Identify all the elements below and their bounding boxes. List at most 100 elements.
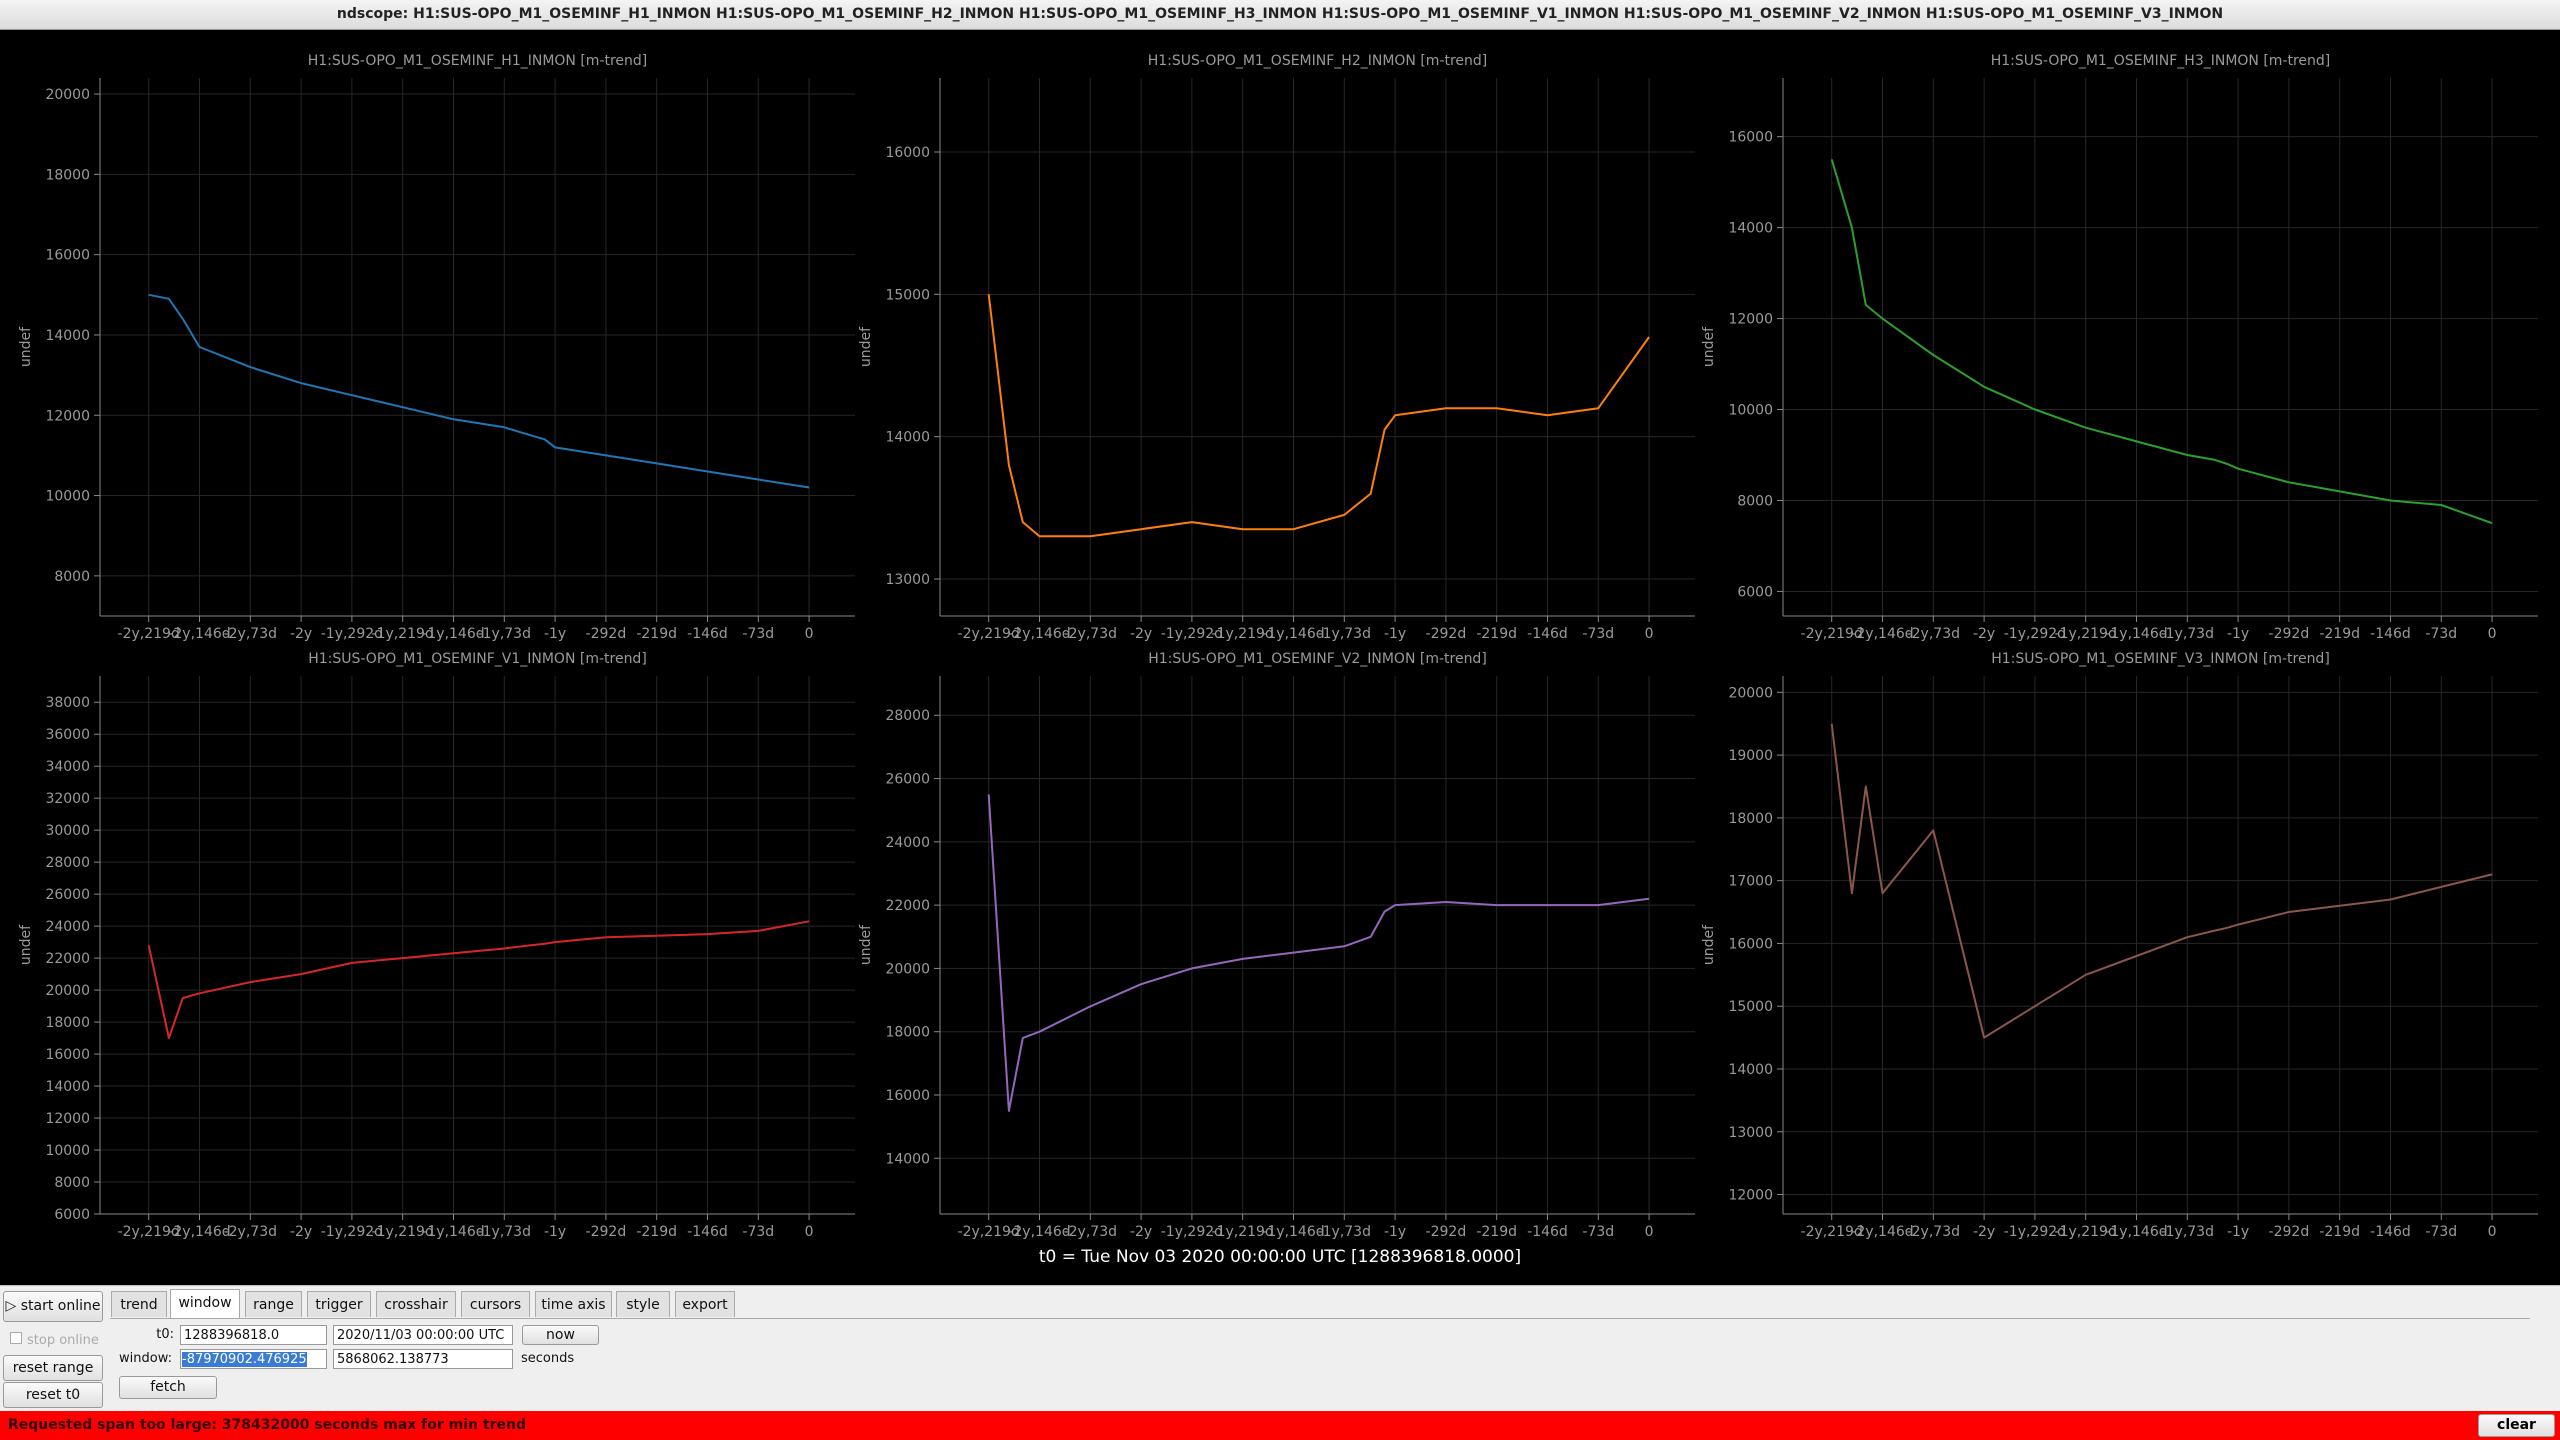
y-tick-label: 6000 (1737, 584, 1773, 600)
fetch-button[interactable]: fetch (119, 1376, 217, 1399)
x-tick-label: -73d (742, 626, 774, 642)
x-tick-label: 0 (2488, 1224, 2497, 1240)
y-tick-label: 10000 (1728, 403, 1773, 419)
y-tick-label: 14000 (1728, 221, 1773, 237)
x-tick-label: 0 (805, 626, 814, 642)
x-tick-label: -1y,73d (1318, 1224, 1371, 1240)
x-tick-label: -2y (290, 1224, 312, 1240)
x-tick-label: 0 (1645, 1224, 1654, 1240)
data-line (147, 920, 810, 1040)
reset-t0-button[interactable]: reset t0 (3, 1382, 103, 1408)
start-online-button[interactable]: ▷ start online (3, 1291, 103, 1322)
x-tick-label: -219d (1476, 626, 1517, 642)
tab[interactable]: window (170, 1289, 240, 1318)
window-label: window: (119, 1351, 172, 1366)
start-online-label: start online (20, 1298, 101, 1314)
tab[interactable]: crosshair (376, 1291, 456, 1317)
x-tick-label: -1y,73d (478, 1224, 531, 1240)
plot-area: t0 = Tue Nov 03 2020 00:00:00 UTC [12883… (0, 30, 2560, 1285)
tab[interactable]: style (616, 1291, 670, 1317)
x-tick-label: -2y,73d (1907, 1224, 1960, 1240)
x-tick-label: -1y,292d (321, 1224, 383, 1240)
y-tick-label: 15000 (1728, 999, 1773, 1015)
x-tick-label: -2y,73d (1064, 626, 1117, 642)
y-tick-label: 24000 (45, 919, 90, 935)
x-tick-label: 0 (1645, 626, 1654, 642)
tab-divider (110, 1318, 2530, 1319)
x-tick-label: -2y (1973, 1224, 1995, 1240)
tab[interactable]: time axis (535, 1291, 612, 1317)
x-tick-label: -2y (1130, 626, 1152, 642)
t0-utc-input[interactable]: 2020/11/03 00:00:00 UTC (333, 1325, 513, 1345)
x-tick-label: -292d (2269, 1224, 2310, 1240)
window-title: ndscope: H1:SUS-OPO_M1_OSEMINF_H1_INMON … (0, 0, 2560, 30)
plot-title: H1:SUS-OPO_M1_OSEMINF_V2_INMON [m-trend] (1148, 651, 1487, 667)
y-tick-label: 14000 (45, 1079, 90, 1095)
t0-gps-input[interactable]: 1288396818.0 (180, 1325, 327, 1345)
tab[interactable]: trigger (307, 1291, 371, 1317)
stop-online-label: stop online (27, 1333, 99, 1348)
x-tick-label: -2y,73d (1907, 626, 1960, 642)
window-start-input[interactable]: -87970902.476925 (180, 1349, 327, 1369)
y-tick-label: 16000 (45, 248, 90, 264)
x-tick-label: -1y,146d (422, 1224, 484, 1240)
y-tick-label: 22000 (885, 898, 930, 914)
y-tick-label: 12000 (45, 408, 90, 424)
y-axis-label: undef (858, 924, 874, 965)
y-axis-label: undef (1701, 924, 1717, 965)
reset-range-button[interactable]: reset range (3, 1355, 103, 1381)
y-tick-label: 12000 (1728, 1188, 1773, 1204)
plot-title: H1:SUS-OPO_M1_OSEMINF_H3_INMON [m-trend] (1991, 53, 2331, 69)
clear-button[interactable]: clear (2478, 1414, 2555, 1437)
tab[interactable]: export (675, 1291, 735, 1317)
window-unit: seconds (521, 1351, 575, 1366)
plot-title: H1:SUS-OPO_M1_OSEMINF_H1_INMON [m-trend] (308, 53, 648, 69)
x-tick-label: -2y,73d (224, 626, 277, 642)
stop-online-checkbox[interactable]: stop online (10, 1331, 99, 1351)
tab[interactable]: range (245, 1291, 302, 1317)
plot-title: H1:SUS-OPO_M1_OSEMINF_V3_INMON [m-trend] (1991, 651, 2330, 667)
x-tick-label: -2y,219d (118, 1224, 180, 1240)
x-tick-label: -2y,219d (1801, 1224, 1863, 1240)
y-tick-label: 28000 (45, 855, 90, 871)
x-tick-label: -292d (1426, 1224, 1467, 1240)
x-tick-label: -1y,219d (2055, 1224, 2117, 1240)
now-button[interactable]: now (522, 1325, 599, 1345)
tab[interactable]: cursors (461, 1291, 530, 1317)
window-end-input[interactable]: 5868062.138773 (333, 1349, 513, 1369)
x-tick-label: -1y (544, 626, 566, 642)
x-tick-label: -1y,73d (2161, 1224, 2214, 1240)
y-tick-label: 16000 (1728, 130, 1773, 146)
y-tick-label: 36000 (45, 727, 90, 743)
control-panel: ▷ start online stop online reset range r… (0, 1285, 2560, 1412)
y-tick-label: 10000 (45, 489, 90, 505)
tab[interactable]: trend (111, 1291, 167, 1317)
x-tick-label: -1y (1384, 626, 1406, 642)
y-tick-label: 18000 (45, 1015, 90, 1031)
x-tick-label: -292d (2269, 626, 2310, 642)
x-tick-label: -1y,73d (2161, 626, 2214, 642)
y-tick-label: 8000 (1737, 493, 1773, 509)
x-tick-label: -1y,219d (2055, 626, 2117, 642)
x-tick-label: -2y (290, 626, 312, 642)
y-tick-label: 16000 (45, 1047, 90, 1063)
t0-display: t0 = Tue Nov 03 2020 00:00:00 UTC [12883… (1039, 1247, 1521, 1267)
x-tick-label: -1y,219d (1212, 626, 1274, 642)
y-tick-label: 16000 (1728, 936, 1773, 952)
x-tick-label: -1y,219d (372, 626, 434, 642)
x-tick-label: -2y,146d (1008, 1224, 1070, 1240)
x-tick-label: -1y,146d (422, 626, 484, 642)
x-tick-label: -73d (2425, 1224, 2457, 1240)
x-tick-label: -1y,146d (1262, 626, 1324, 642)
y-tick-label: 8000 (54, 1175, 90, 1191)
y-tick-label: 20000 (885, 961, 930, 977)
y-tick-label: 6000 (54, 1207, 90, 1223)
checkbox (10, 1332, 22, 1344)
data-line (148, 293, 810, 489)
x-tick-label: -146d (687, 626, 728, 642)
data-line (987, 794, 1650, 1112)
x-tick-label: -219d (2319, 626, 2360, 642)
status-bar: Requested span too large: 378432000 seco… (0, 1411, 2560, 1440)
play-icon: ▷ (5, 1298, 21, 1314)
